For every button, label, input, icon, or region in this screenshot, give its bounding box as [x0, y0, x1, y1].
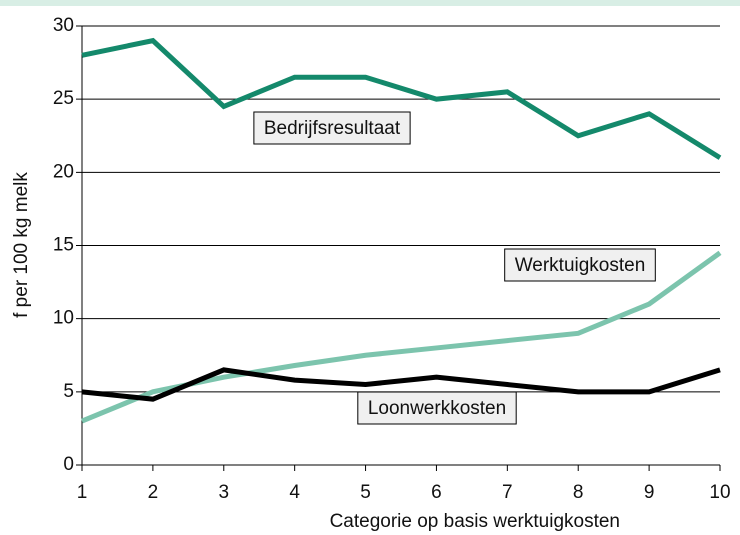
x-tick-label: 9 [644, 482, 655, 503]
x-tick-label: 5 [360, 482, 371, 503]
legend-box [504, 248, 656, 282]
legend-label: Bedrijfsresultaat [264, 118, 401, 139]
y-tick-label: 0 [63, 454, 74, 475]
x-tick-label: 7 [502, 482, 513, 503]
x-axis-label: Categorie op basis werktuigkosten [330, 511, 620, 532]
x-tick-label: 4 [289, 482, 300, 503]
line-series [81, 37, 722, 160]
x-tick-label: 8 [573, 482, 584, 503]
x-tick-label: 6 [431, 482, 442, 503]
legend-box [357, 391, 517, 425]
x-tick-label: 10 [709, 482, 730, 503]
y-tick-label: 30 [53, 15, 74, 36]
y-tick-label: 10 [53, 308, 74, 329]
x-tick-label: 1 [77, 482, 88, 503]
y-tick-label: 20 [53, 161, 74, 182]
legend-box [253, 111, 411, 145]
x-tick-label: 3 [218, 482, 229, 503]
y-tick-label: 15 [53, 235, 74, 256]
line-series [81, 367, 721, 402]
legend-label: Loonwerkkosten [368, 398, 506, 419]
y-tick-label: 25 [53, 88, 74, 109]
x-tick-label: 2 [148, 482, 159, 503]
y-axis-label: f per 100 kg melk [11, 172, 32, 318]
top-band [0, 0, 740, 6]
legend-label: Werktuigkosten [515, 255, 646, 276]
y-tick-label: 5 [63, 381, 74, 402]
